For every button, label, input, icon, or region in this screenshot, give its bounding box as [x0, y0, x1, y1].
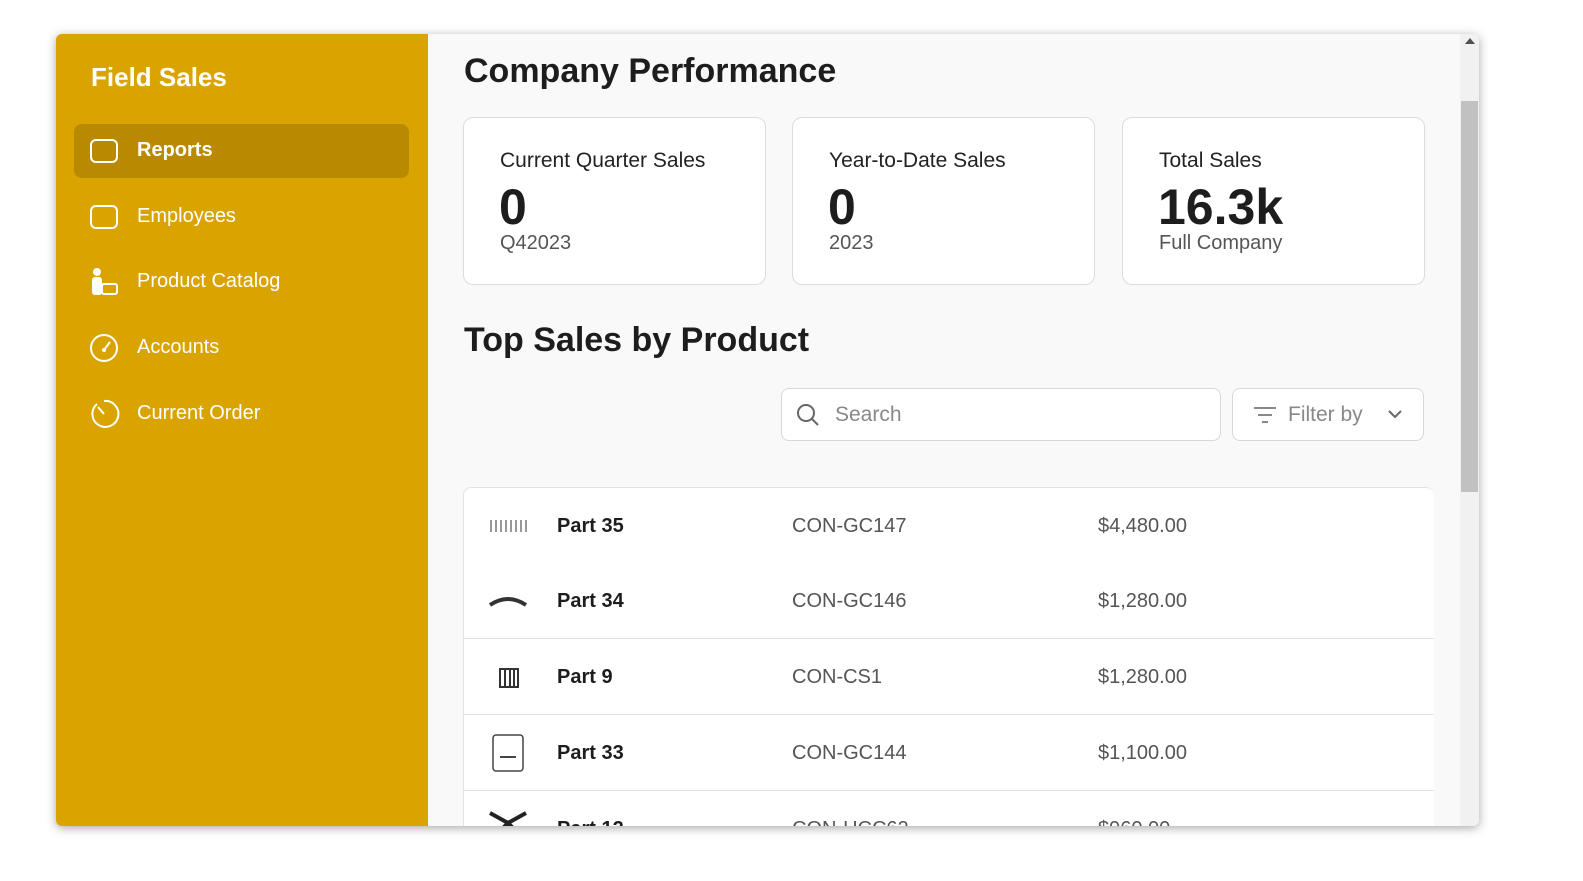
product-code: CON-HCC62	[792, 818, 909, 826]
product-icon	[492, 734, 524, 772]
product-name: Part 9	[557, 666, 613, 688]
table-row[interactable]: Part 12 CON-HCC62 $960.00	[463, 791, 1434, 826]
nav-item[interactable]: Employees	[74, 190, 409, 244]
product-icon	[490, 520, 527, 532]
product-sales: $960.00	[1098, 818, 1170, 826]
nav-item[interactable]: Accounts	[74, 321, 409, 375]
sidebar: Field Sales Reports Employees Product Ca…	[56, 34, 428, 826]
chevron-icon	[1388, 410, 1402, 419]
product-icon	[488, 597, 528, 607]
nav-icon	[90, 139, 118, 163]
nav-label[interactable]: Current Order	[137, 402, 261, 424]
card-sub: 2023	[829, 232, 874, 254]
product-name: Part 35	[557, 515, 624, 537]
filter-button[interactable]: Filter by	[1232, 388, 1424, 441]
nav-label[interactable]: Reports	[137, 139, 213, 161]
product-icon	[499, 668, 519, 688]
nav-item[interactable]: Product Catalog	[74, 255, 409, 309]
card-value: 16.3k	[1158, 179, 1284, 235]
product-code: CON-GC144	[792, 742, 907, 764]
nav-icon	[91, 399, 120, 428]
product-icon	[489, 811, 527, 826]
card-sub: Full Company	[1159, 232, 1283, 254]
stat-card: Total Sales 16.3k Full Company	[1122, 117, 1425, 285]
product-name: Part 34	[557, 590, 624, 612]
card-value: 0	[828, 179, 856, 235]
nav-item[interactable]: Reports	[74, 124, 409, 178]
scrollbar	[1460, 34, 1479, 826]
product-name: Part 33	[557, 742, 624, 764]
nav-label[interactable]: Accounts	[137, 336, 220, 358]
product-sales: $4,480.00	[1098, 515, 1187, 537]
nav-icon	[90, 334, 118, 362]
card-value: 0	[499, 179, 527, 235]
scroll-arrow[interactable]	[1465, 37, 1475, 45]
card-label: Year-to-Date Sales	[829, 149, 1006, 172]
app-title: Field Sales	[91, 62, 227, 92]
nav-item[interactable]: Current Order	[74, 387, 409, 441]
filter-icon	[1254, 407, 1276, 423]
nav-label[interactable]: Employees	[137, 205, 236, 227]
search-box[interactable]: Search	[781, 388, 1221, 441]
table-row[interactable]: Part 35 CON-GC147 $4,480.00	[463, 487, 1434, 564]
stat-card: Year-to-Date Sales 0 2023	[792, 117, 1095, 285]
table-row[interactable]: Part 33 CON-GC144 $1,100.00	[463, 715, 1434, 791]
product-code: CON-GC147	[792, 515, 907, 537]
product-code: CON-CS1	[792, 666, 883, 688]
nav-icon	[90, 205, 118, 229]
table-row[interactable]: Part 9 CON-CS1 $1,280.00	[463, 639, 1434, 715]
product-sales: $1,280.00	[1098, 590, 1187, 612]
card-sub: Q42023	[500, 232, 572, 254]
section-title: Top Sales by Product	[464, 321, 810, 359]
table-row[interactable]: Part 34 CON-GC146 $1,280.00	[463, 563, 1434, 639]
search-icon	[797, 404, 819, 426]
stat-card: Current Quarter Sales 0 Q42023	[463, 117, 766, 285]
filter-label: Filter by	[1288, 403, 1363, 426]
product-sales: $1,100.00	[1098, 742, 1187, 764]
nav-icon	[92, 268, 118, 295]
scroll-thumb[interactable]	[1461, 101, 1478, 492]
page-title: Company Performance	[464, 52, 837, 90]
product-code: CON-GC146	[792, 590, 907, 612]
product-name: Part 12	[557, 818, 624, 826]
app-window: Field Sales Reports Employees Product Ca…	[56, 34, 1479, 826]
card-label: Total Sales	[1159, 149, 1262, 172]
product-sales: $1,280.00	[1098, 666, 1187, 688]
search-placeholder: Search	[835, 403, 902, 426]
nav-label[interactable]: Product Catalog	[137, 270, 281, 292]
card-label: Current Quarter Sales	[500, 149, 706, 172]
